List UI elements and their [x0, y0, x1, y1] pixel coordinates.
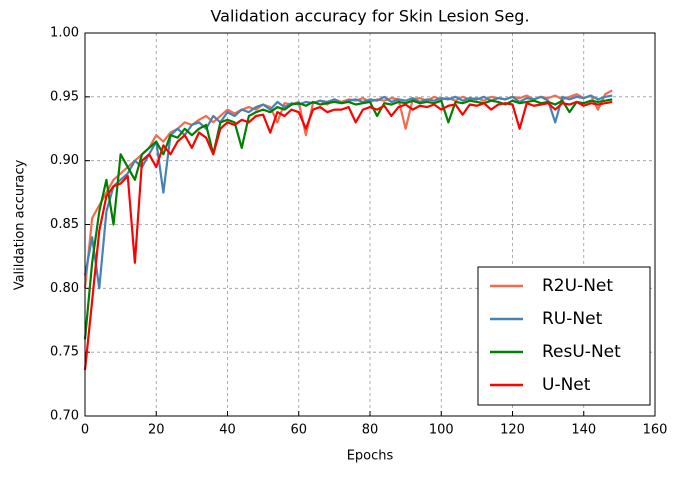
x-tick-label: 80: [362, 423, 379, 438]
y-tick-label: 0.95: [50, 89, 79, 104]
y-axis-label: Valildation accuracy: [13, 159, 28, 290]
y-tick-label: 0.80: [50, 281, 79, 296]
x-tick-label: 120: [500, 423, 525, 438]
y-tick-label: 0.85: [50, 217, 79, 232]
legend-label: R2U-Net: [542, 276, 613, 296]
chart-title: Validation accuracy for Skin Lesion Seg.: [210, 7, 529, 26]
legend-label: RU-Net: [542, 309, 603, 329]
x-tick-label: 40: [219, 423, 236, 438]
legend-box: [477, 266, 651, 406]
x-tick-label: 20: [148, 423, 165, 438]
series-line: [83, 94, 613, 290]
y-tick-label: 0.90: [50, 153, 79, 168]
x-axis-label: Epochs: [347, 449, 394, 464]
x-tick-label: 60: [290, 423, 307, 438]
series-line: [83, 100, 613, 371]
x-tick-label: 100: [429, 423, 454, 438]
series-line: [83, 89, 613, 289]
series-line: [83, 98, 613, 340]
legend-label: ResU-Net: [542, 342, 621, 362]
x-tick-label: 0: [81, 423, 89, 438]
plot-frame: [84, 32, 656, 417]
y-tick-label: 1.00: [50, 26, 79, 41]
legend-label: U-Net: [542, 375, 591, 395]
y-tick-label: 0.75: [50, 345, 79, 360]
y-tick-label: 0.70: [50, 409, 79, 424]
x-tick-label: 160: [643, 423, 668, 438]
x-tick-label: 140: [571, 423, 596, 438]
